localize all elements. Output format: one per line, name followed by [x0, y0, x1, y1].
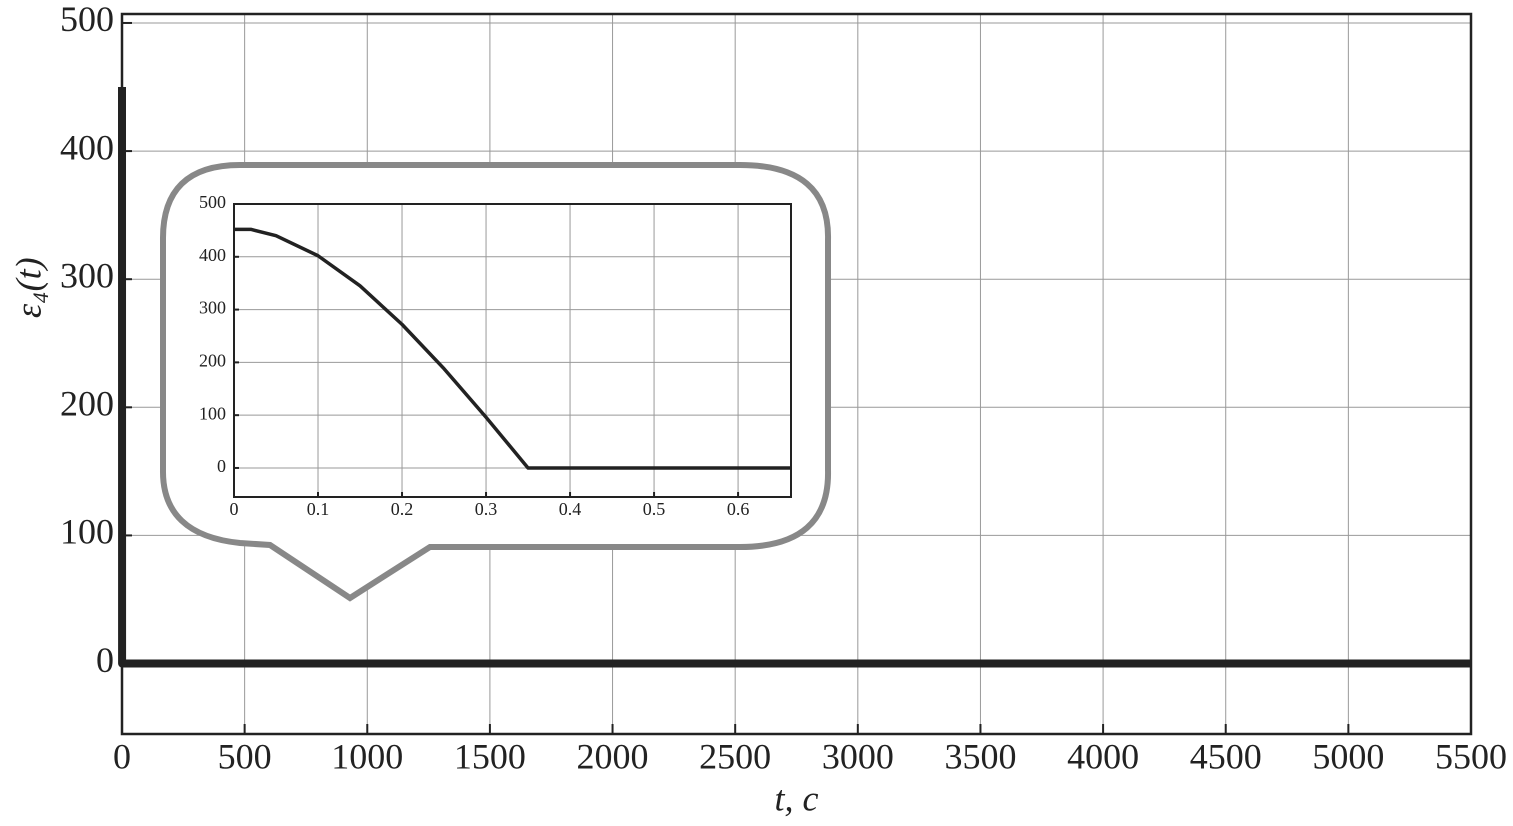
plot-frame	[233, 203, 792, 498]
x-tick-label: 5000	[1312, 736, 1384, 776]
x-tick-label: 4500	[1190, 736, 1262, 776]
y-tick-label: 500	[60, 0, 114, 39]
y-tick-label: 500	[199, 192, 226, 212]
y-tick-label: 400	[60, 127, 114, 167]
y-tick-label: 0	[217, 456, 226, 476]
x-tick-label: 1500	[454, 736, 526, 776]
x-axis-label: t, c	[775, 778, 819, 818]
x-tick-label: 0	[230, 499, 239, 519]
x-tick-label: 0.5	[643, 499, 666, 519]
data-line	[234, 227, 791, 470]
x-tick-label: 3500	[944, 736, 1016, 776]
x-tick-label: 5500	[1435, 736, 1507, 776]
y-axis-label: ε₄(t)	[8, 257, 48, 318]
y-tick-label: 200	[60, 384, 114, 424]
y-tick-label: 300	[199, 298, 226, 318]
x-tick-label: 4000	[1067, 736, 1139, 776]
x-tick-label: 0.6	[727, 499, 750, 519]
y-tick-label: 100	[199, 403, 226, 423]
x-tick-label: 500	[218, 736, 272, 776]
plot-frame	[120, 12, 1473, 736]
x-tick-label: 0.4	[559, 499, 582, 519]
y-tick-label: 400	[199, 245, 226, 265]
x-tick-label: 3000	[822, 736, 894, 776]
x-tick-label: 0.1	[307, 499, 330, 519]
x-tick-label: 1000	[331, 736, 403, 776]
x-tick-label: 0.2	[391, 499, 414, 519]
x-tick-label: 0	[113, 736, 131, 776]
y-tick-label: 0	[96, 640, 114, 680]
y-tick-label: 300	[60, 255, 114, 295]
inset-plot: 0 0.1 0.2 0.3 0.4 0.5 0.6 0 100 200 300 400 500	[199, 192, 792, 519]
y-tick-label: 200	[199, 351, 226, 371]
x-tick-label: 0.3	[475, 499, 498, 519]
x-tick-label: 2500	[699, 736, 771, 776]
x-tick-label: 2000	[577, 736, 649, 776]
y-tick-label: 100	[60, 512, 114, 552]
